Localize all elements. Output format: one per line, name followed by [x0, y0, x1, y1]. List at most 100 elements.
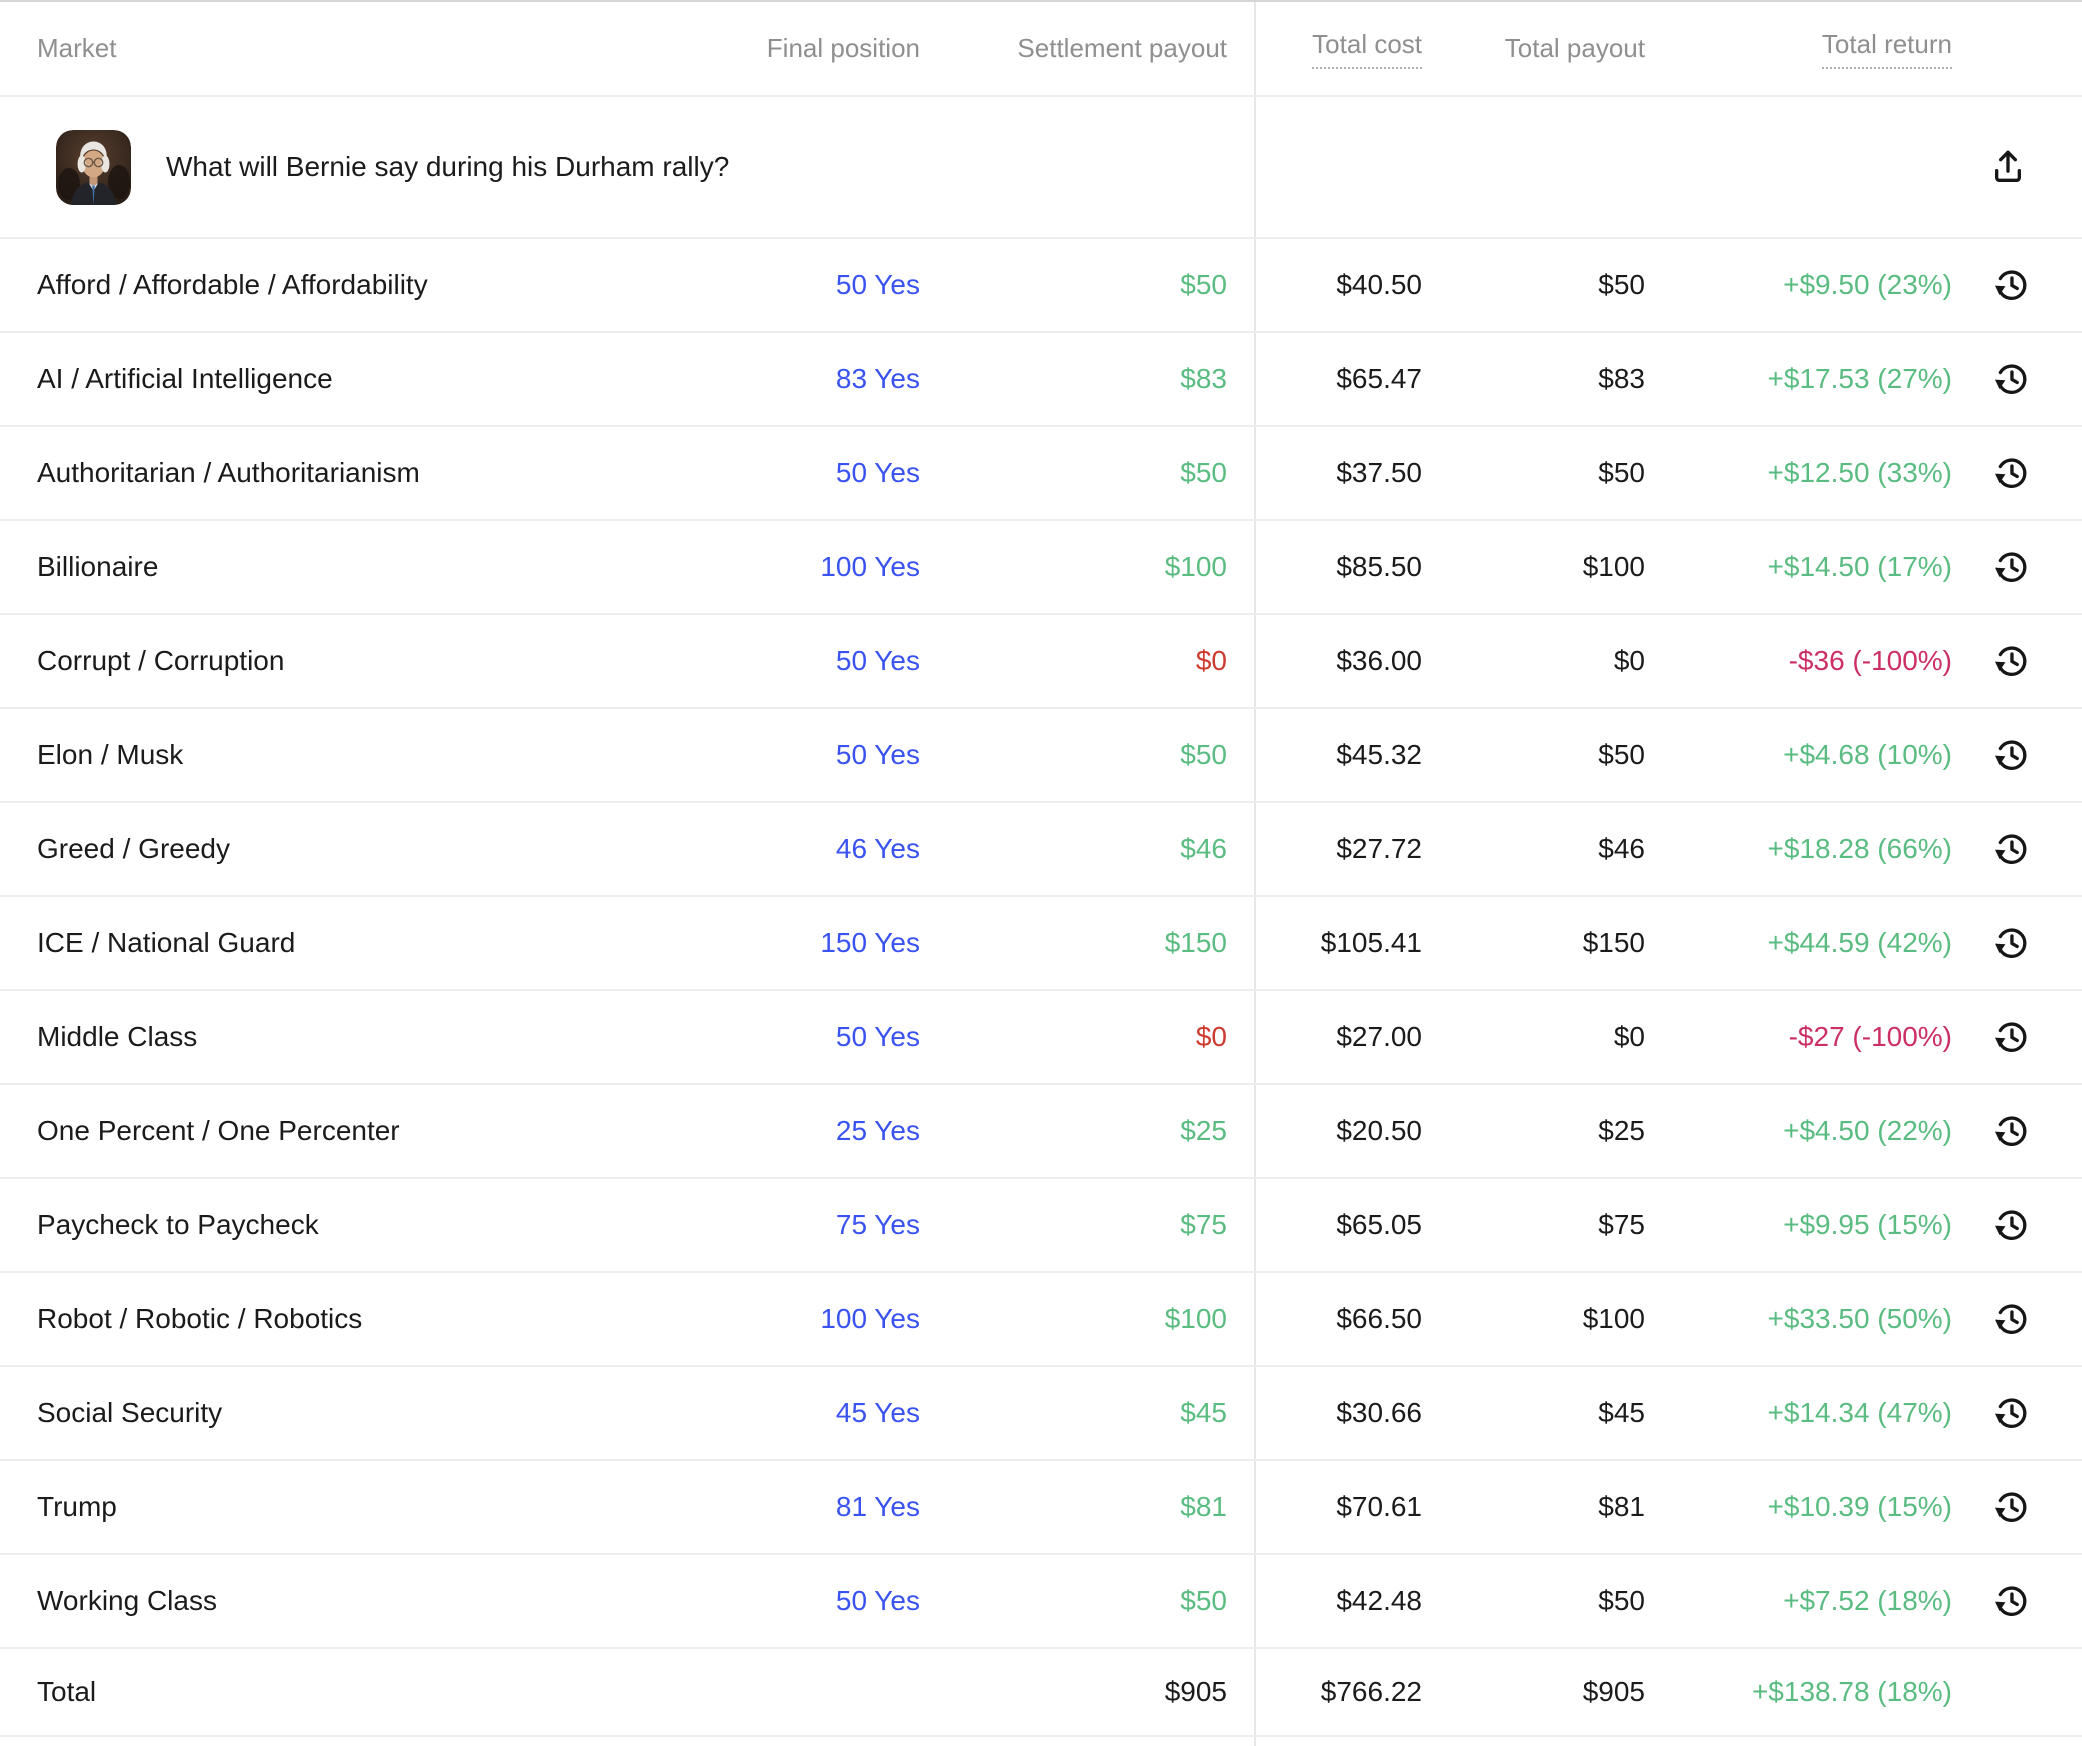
total-cost-value: $85.50	[1336, 551, 1422, 582]
history-button[interactable]	[1992, 266, 2030, 304]
column-header-final-position: Final position	[766, 33, 920, 63]
history-button[interactable]	[1992, 830, 2030, 868]
final-position-value[interactable]: 46 Yes	[835, 833, 920, 864]
total-return-tooltip-label[interactable]: Total return	[1821, 29, 1952, 69]
history-icon	[1995, 1022, 2027, 1052]
total-return-value: +$9.50 (23%)	[1783, 269, 1952, 300]
total-payout-value: $50	[1598, 269, 1645, 300]
final-position-value[interactable]: 50 Yes	[835, 645, 920, 676]
settlement-payout-value: $50	[1180, 457, 1227, 488]
total-cost-value: $65.05	[1336, 1209, 1422, 1240]
total-cost-value: $66.50	[1336, 1303, 1422, 1334]
history-button[interactable]	[1992, 736, 2030, 774]
total-return-value: +$138.78 (18%)	[1751, 1676, 1952, 1707]
history-button[interactable]	[1992, 642, 2030, 680]
final-position-value[interactable]: 100 Yes	[820, 1303, 920, 1334]
market-name: Robot / Robotic / Robotics	[37, 1303, 363, 1334]
share-button[interactable]	[1988, 147, 2028, 187]
table-row: Elon / Musk 50 Yes $50 $45.32 $50 +$4.68…	[0, 709, 2082, 803]
total-cost-value: $45.32	[1336, 739, 1422, 770]
final-position-value[interactable]: 81 Yes	[835, 1491, 920, 1522]
total-payout-value: $150	[1582, 927, 1645, 958]
history-icon	[1995, 552, 2027, 582]
history-button[interactable]	[1992, 1394, 2030, 1432]
total-payout-value: $75	[1598, 1209, 1645, 1240]
history-button[interactable]	[1992, 1206, 2030, 1244]
final-position-value[interactable]: 50 Yes	[835, 1585, 920, 1616]
total-return-value: +$10.39 (15%)	[1767, 1491, 1952, 1522]
history-button[interactable]	[1992, 548, 2030, 586]
table-row: Social Security 45 Yes $45 $30.66 $45 +$…	[0, 1367, 2082, 1461]
total-payout-value: $100	[1582, 1303, 1645, 1334]
total-payout-value: $45	[1598, 1397, 1645, 1428]
market-name: Billionaire	[37, 551, 159, 582]
market-name: Afford / Affordable / Affordability	[37, 269, 428, 300]
history-icon	[1995, 646, 2027, 676]
table-row: AI / Artificial Intelligence 83 Yes $83 …	[0, 333, 2082, 427]
final-position-value[interactable]: 50 Yes	[835, 269, 920, 300]
total-cost-value: $105.41	[1320, 927, 1422, 958]
total-payout-value: $50	[1598, 739, 1645, 770]
total-return-value: +$12.50 (33%)	[1767, 457, 1952, 488]
final-position-value[interactable]: 150 Yes	[820, 927, 920, 958]
history-button[interactable]	[1992, 360, 2030, 398]
table-row: Middle Class 50 Yes $0 $27.00 $0 -$27 (-…	[0, 991, 2082, 1085]
total-return-value: -$27 (-100%)	[1788, 1021, 1952, 1052]
table-row: Afford / Affordable / Affordability 50 Y…	[0, 239, 2082, 333]
total-cost-tooltip-label[interactable]: Total cost	[1312, 29, 1422, 69]
total-payout-value: $50	[1598, 457, 1645, 488]
table-row: Trump 81 Yes $81 $70.61 $81 +$10.39 (15%…	[0, 1461, 2082, 1555]
total-cost-value: $65.47	[1336, 363, 1422, 394]
history-icon	[1995, 364, 2027, 394]
history-icon	[1995, 1398, 2027, 1428]
history-icon	[1995, 1586, 2027, 1616]
final-position-value[interactable]: 100 Yes	[820, 551, 920, 582]
final-position-value[interactable]: 45 Yes	[835, 1397, 920, 1428]
table-row: Authoritarian / Authoritarianism 50 Yes …	[0, 427, 2082, 521]
history-button[interactable]	[1992, 1018, 2030, 1056]
total-return-value: +$14.50 (17%)	[1767, 551, 1952, 582]
market-name: Paycheck to Paycheck	[37, 1209, 319, 1240]
history-button[interactable]	[1992, 454, 2030, 492]
total-cost-value: $70.61	[1336, 1491, 1422, 1522]
market-name: Trump	[37, 1491, 117, 1522]
history-button[interactable]	[1992, 1488, 2030, 1526]
market-name: ICE / National Guard	[37, 927, 296, 958]
market-question-title: What will Bernie say during his Durham r…	[166, 151, 730, 182]
market-name: One Percent / One Percenter	[37, 1115, 400, 1146]
settlement-payout-value: $45	[1180, 1397, 1227, 1428]
final-position-value[interactable]: 83 Yes	[835, 363, 920, 394]
market-name: Working Class	[37, 1585, 217, 1616]
column-header-market: Market	[37, 33, 117, 63]
total-cost-value: $27.72	[1336, 833, 1422, 864]
column-header-total-cost[interactable]: Total cost	[1227, 29, 1422, 69]
total-payout-value: $46	[1598, 833, 1645, 864]
settlement-payout-value: $150	[1164, 927, 1227, 958]
final-position-value[interactable]: 50 Yes	[835, 1021, 920, 1052]
market-avatar	[56, 129, 131, 205]
settlement-payout-value: $25	[1180, 1115, 1227, 1146]
total-settlement-payout-value: $905	[1164, 1676, 1227, 1707]
history-button[interactable]	[1992, 1582, 2030, 1620]
final-position-value[interactable]: 50 Yes	[835, 457, 920, 488]
final-position-value[interactable]: 75 Yes	[835, 1209, 920, 1240]
final-position-value[interactable]: 50 Yes	[835, 739, 920, 770]
total-cost-value: $36.00	[1336, 645, 1422, 676]
table-row: Robot / Robotic / Robotics 100 Yes $100 …	[0, 1273, 2082, 1367]
market-question-row: What will Bernie say during his Durham r…	[0, 97, 2082, 239]
total-payout-value: $83	[1598, 363, 1645, 394]
history-button[interactable]	[1992, 924, 2030, 962]
settlement-payout-value: $100	[1164, 551, 1227, 582]
settlement-payout-value: $50	[1180, 269, 1227, 300]
history-button[interactable]	[1992, 1112, 2030, 1150]
total-cost-value: $20.50	[1336, 1115, 1422, 1146]
table-body: Afford / Affordable / Affordability 50 Y…	[0, 239, 2082, 1649]
column-header-total-return[interactable]: Total return	[1645, 29, 1952, 69]
total-return-value: +$9.95 (15%)	[1783, 1209, 1952, 1240]
final-position-value[interactable]: 25 Yes	[835, 1115, 920, 1146]
table-row: ICE / National Guard 150 Yes $150 $105.4…	[0, 897, 2082, 991]
total-cost-value: $766.22	[1320, 1676, 1422, 1707]
history-button[interactable]	[1992, 1300, 2030, 1338]
total-return-value: -$36 (-100%)	[1788, 645, 1952, 676]
